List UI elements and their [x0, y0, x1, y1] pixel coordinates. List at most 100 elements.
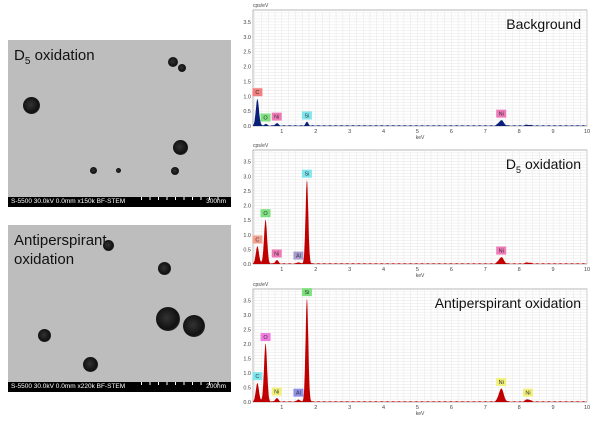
svg-text:Ni: Ni: [499, 112, 504, 118]
y-tick-label: 0.5: [243, 386, 251, 392]
x-tick-label: 9: [552, 129, 555, 135]
y-tick-label: 0.0: [243, 124, 251, 130]
spectrum-chart: C O Ni Si Ni 0.0 0.5 1.0 1.5 2.0 2.5 3.0 3.5 1 2 3 4 5 6 7 8…: [243, 3, 590, 141]
x-tick-label: 5: [416, 267, 419, 273]
y-tick-label: 0.5: [243, 247, 251, 253]
plot-area: [252, 9, 588, 127]
spectrum-chart: C O Ni Al Si Ni Ni 0.0 0.5 1.0 1.5 2.0 2.5 3.0 3.5 1 2 3 4…: [243, 282, 590, 417]
scale-ticks: [141, 382, 226, 385]
x-tick-label: 8: [518, 405, 521, 411]
x-tick-label: 3: [348, 129, 351, 135]
peak-label-ni: Ni: [271, 249, 282, 258]
svg-text:C: C: [255, 237, 259, 243]
x-tick-label: 9: [552, 405, 555, 411]
x-tick-label: 4: [382, 129, 385, 135]
nanoparticle: [168, 57, 178, 67]
y-tick-label: 1.5: [243, 218, 251, 224]
y-tick-label: 3.5: [243, 299, 251, 305]
peak-label-si: Si: [301, 111, 312, 120]
chart-title: D5 oxidation: [506, 156, 581, 175]
svg-text:C: C: [255, 90, 259, 96]
x-tick-label: 9: [552, 267, 555, 273]
svg-text:O: O: [263, 335, 268, 341]
y-tick-label: 2.5: [243, 328, 251, 334]
nanoparticle: [90, 167, 97, 174]
x-tick-label: 6: [450, 405, 453, 411]
x-tick-label: 8: [518, 267, 521, 273]
spectrum-chart: C O Ni Al Si Ni 0.0 0.5 1.0 1.5 2.0 2.5 3.0 3.5 1 2 3 4 5 6…: [243, 143, 590, 279]
peak-label-c: C: [252, 372, 263, 381]
svg-text:Ni: Ni: [499, 249, 504, 255]
svg-text:O: O: [263, 116, 268, 122]
y-tick-label: 1.0: [243, 371, 251, 377]
x-tick-label: 2: [314, 267, 317, 273]
y-tick-label: 2.5: [243, 189, 251, 195]
y-tick-label: 1.5: [243, 79, 251, 85]
x-tick-label: 10: [584, 405, 590, 411]
x-tick-label: 1: [280, 267, 283, 273]
info-bar: S-5500 30.0kV 0.0mm x150k BF-STEM 300nm: [8, 197, 231, 207]
x-tick-label: 7: [484, 267, 487, 273]
svg-text:O: O: [263, 211, 268, 217]
peak-label-o: O: [260, 113, 271, 122]
y-tick-label: 3.5: [243, 160, 251, 166]
x-tick-label: 4: [382, 405, 385, 411]
x-tick-label: 6: [450, 267, 453, 273]
peak-label-si: Si: [301, 288, 312, 297]
y-tick-label: 1.0: [243, 233, 251, 239]
svg-text:Ni: Ni: [525, 391, 530, 397]
svg-text:Si: Si: [304, 172, 309, 178]
nanoparticle: [173, 140, 188, 155]
peak-label-ni: Ni: [271, 112, 282, 121]
svg-text:Ni: Ni: [499, 380, 504, 386]
instrument-info: S-5500 30.0kV 0.0mm x150k BF-STEM: [11, 198, 126, 205]
x-axis-label: keV: [416, 135, 425, 141]
x-tick-label: 7: [484, 405, 487, 411]
nanoparticle: [178, 64, 186, 72]
nanoparticle: [116, 168, 121, 173]
y-tick-label: 3.0: [243, 313, 251, 319]
x-tick-label: 5: [416, 129, 419, 135]
y-tick-label: 2.0: [243, 65, 251, 71]
peak-label-ni: Ni: [496, 246, 507, 255]
chart-title: Background: [506, 16, 581, 32]
nanoparticle: [171, 167, 179, 175]
nanoparticle: [158, 262, 171, 275]
nanoparticle: [183, 315, 205, 337]
x-tick-label: 1: [280, 405, 283, 411]
svg-text:Ni: Ni: [274, 251, 279, 257]
peak-label-o: O: [260, 333, 271, 342]
peak-label-ni: Ni: [496, 377, 507, 386]
y-tick-label: 2.0: [243, 204, 251, 210]
svg-text:C: C: [255, 374, 259, 380]
svg-text:Si: Si: [304, 290, 309, 296]
stem-image-antiperspirant: Antiperspirant oxidation S-5500 30.0kV 0.…: [8, 225, 231, 392]
x-tick-label: 2: [314, 129, 317, 135]
y-tick-label: 1.0: [243, 94, 251, 100]
x-tick-label: 10: [584, 129, 590, 135]
y-tick-label: 2.0: [243, 342, 251, 348]
svg-text:Al: Al: [296, 391, 301, 397]
scale-ticks: [141, 197, 226, 200]
y-tick-label: 3.0: [243, 35, 251, 41]
eds-spectra: C O Ni Si Ni 0.0 0.5 1.0 1.5 2.0 2.5 3.0 3.5 1 2 3 4 5 6 7 8…: [243, 3, 590, 417]
nanoparticle: [38, 329, 51, 342]
y-tick-label: 1.5: [243, 357, 251, 363]
peak-label-ni: Ni: [271, 387, 282, 396]
peak-label-c: C: [252, 235, 263, 244]
x-tick-label: 10: [584, 267, 590, 273]
x-tick-label: 2: [314, 405, 317, 411]
stem-image-d5: D5 oxidation S-5500 30.0kV 0.0mm x150k B…: [8, 40, 231, 207]
svg-text:Ni: Ni: [274, 390, 279, 396]
svg-text:Ni: Ni: [274, 115, 279, 121]
x-tick-label: 3: [348, 405, 351, 411]
nanoparticle: [156, 307, 180, 331]
peak-label-ni: Ni: [522, 388, 533, 397]
nanoparticle: [23, 97, 40, 114]
y-axis-label: cps/eV: [253, 143, 269, 149]
scale-label: 200nm: [206, 383, 226, 390]
x-tick-label: 1: [280, 129, 283, 135]
y-tick-label: 0.5: [243, 109, 251, 115]
peak-label-ni: Ni: [496, 109, 507, 118]
plot-area: [252, 288, 588, 403]
